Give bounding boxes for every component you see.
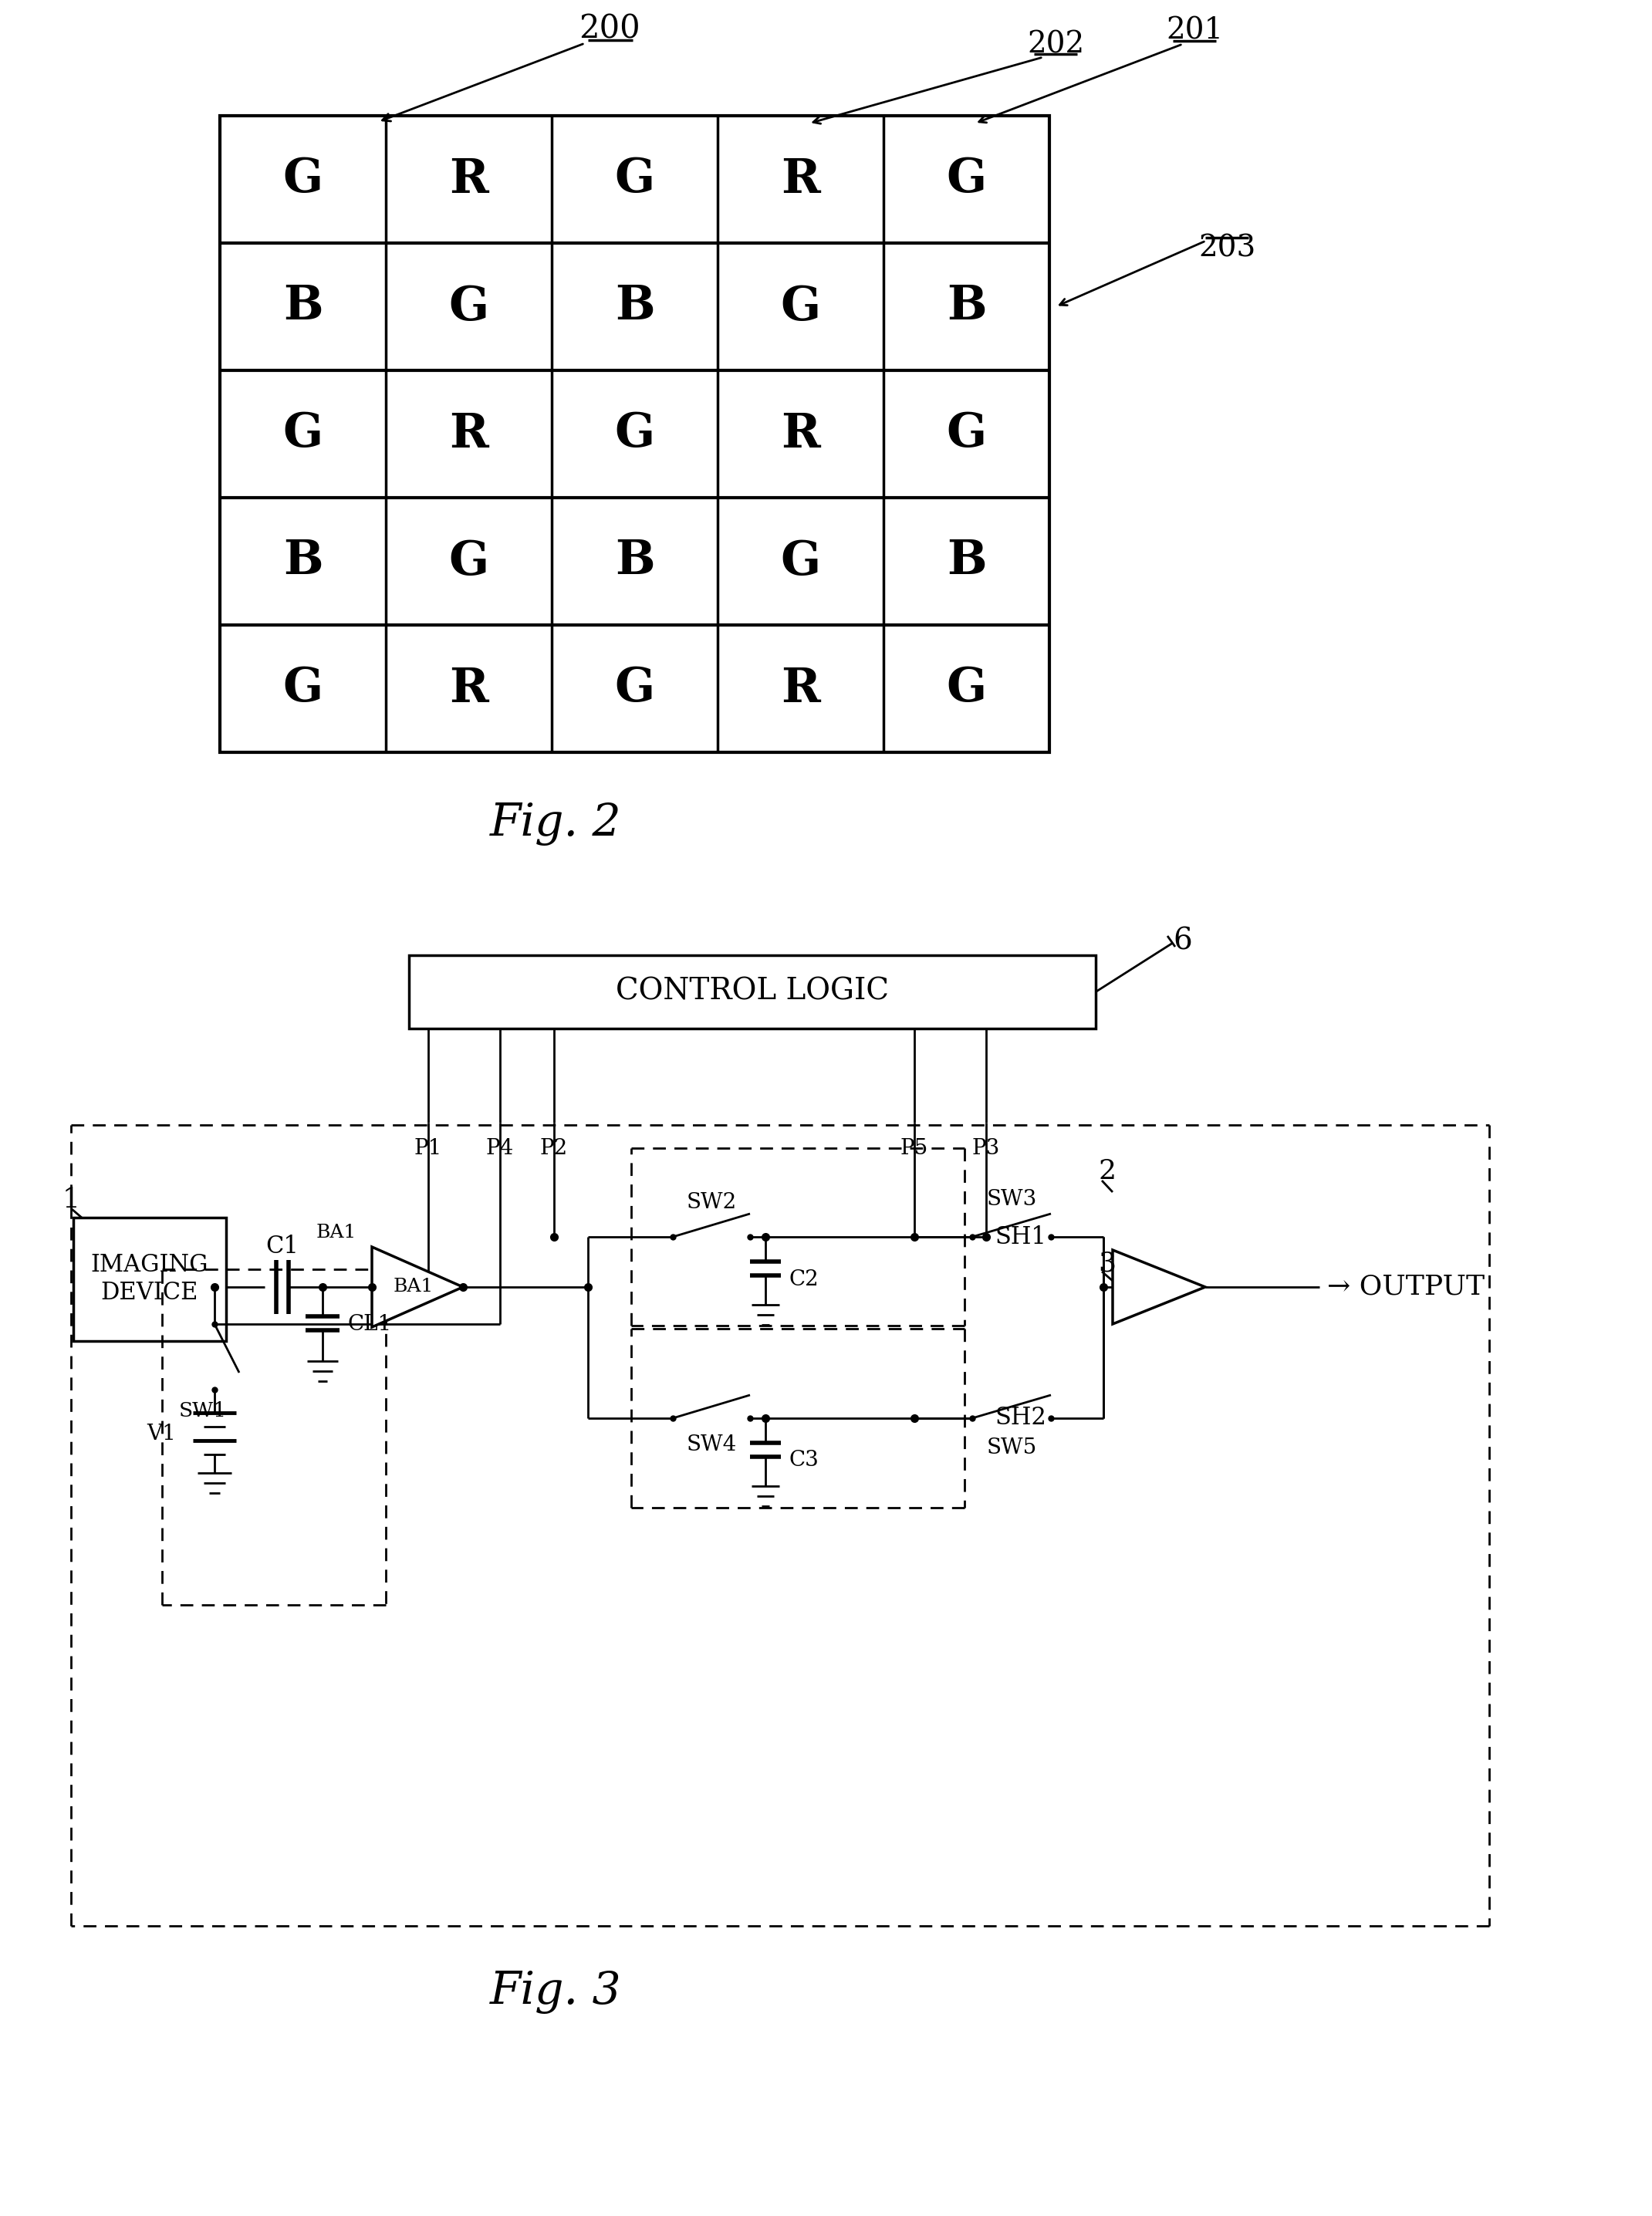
Text: G: G: [449, 284, 489, 330]
Polygon shape: [372, 1248, 463, 1327]
Text: SW4: SW4: [686, 1434, 737, 1456]
Text: P3: P3: [971, 1139, 999, 1159]
Text: 3: 3: [1099, 1250, 1117, 1276]
Text: G: G: [947, 665, 986, 711]
Text: → OUTPUT: → OUTPUT: [1327, 1274, 1485, 1301]
Text: R: R: [781, 157, 819, 202]
Text: B: B: [947, 284, 986, 330]
Text: C2: C2: [788, 1270, 818, 1290]
Text: G: G: [449, 538, 489, 585]
Text: 200: 200: [578, 13, 641, 47]
Bar: [410, 955, 1095, 1028]
Text: CL1: CL1: [347, 1314, 392, 1334]
Text: G: G: [282, 157, 324, 202]
Text: IMAGING: IMAGING: [91, 1254, 208, 1276]
Text: SW3: SW3: [986, 1190, 1037, 1210]
Text: B: B: [615, 538, 654, 585]
Text: 202: 202: [1028, 31, 1084, 60]
Text: CONTROL LOGIC: CONTROL LOGIC: [616, 977, 889, 1006]
Text: G: G: [947, 410, 986, 456]
Bar: [73, 1217, 226, 1341]
Text: BA1: BA1: [393, 1279, 434, 1296]
Text: BA1: BA1: [316, 1223, 357, 1241]
Text: R: R: [781, 410, 819, 456]
Text: C1: C1: [266, 1234, 299, 1259]
Text: 6: 6: [1173, 926, 1193, 955]
Text: G: G: [615, 665, 654, 711]
Text: G: G: [615, 157, 654, 202]
Text: DEVICE: DEVICE: [101, 1281, 198, 1305]
Text: G: G: [780, 538, 821, 585]
Text: B: B: [615, 284, 654, 330]
Text: SW5: SW5: [986, 1438, 1037, 1458]
Text: G: G: [282, 665, 324, 711]
Text: SH2: SH2: [996, 1407, 1047, 1429]
Text: B: B: [947, 538, 986, 585]
Text: R: R: [449, 157, 489, 202]
Text: R: R: [449, 410, 489, 456]
Text: R: R: [449, 665, 489, 711]
Text: G: G: [947, 157, 986, 202]
Text: P4: P4: [486, 1139, 514, 1159]
Text: G: G: [780, 284, 821, 330]
Text: P1: P1: [415, 1139, 443, 1159]
Text: 2: 2: [1099, 1159, 1117, 1183]
Bar: [220, 115, 1049, 751]
Text: G: G: [282, 410, 324, 456]
Text: Fig. 3: Fig. 3: [489, 1970, 621, 2014]
Text: 1: 1: [63, 1188, 79, 1212]
Text: 203: 203: [1198, 235, 1256, 264]
Text: B: B: [282, 538, 322, 585]
Text: P5: P5: [900, 1139, 928, 1159]
Text: 201: 201: [1166, 16, 1222, 44]
Text: SW1: SW1: [178, 1401, 226, 1420]
Text: G: G: [615, 410, 654, 456]
Text: SW2: SW2: [686, 1192, 737, 1212]
Text: Fig. 2: Fig. 2: [489, 802, 621, 847]
Text: R: R: [781, 665, 819, 711]
Text: B: B: [282, 284, 322, 330]
Text: V1: V1: [147, 1423, 175, 1445]
Text: P2: P2: [540, 1139, 568, 1159]
Text: SH1: SH1: [996, 1225, 1047, 1250]
Polygon shape: [1113, 1250, 1206, 1323]
Text: C3: C3: [788, 1449, 818, 1471]
